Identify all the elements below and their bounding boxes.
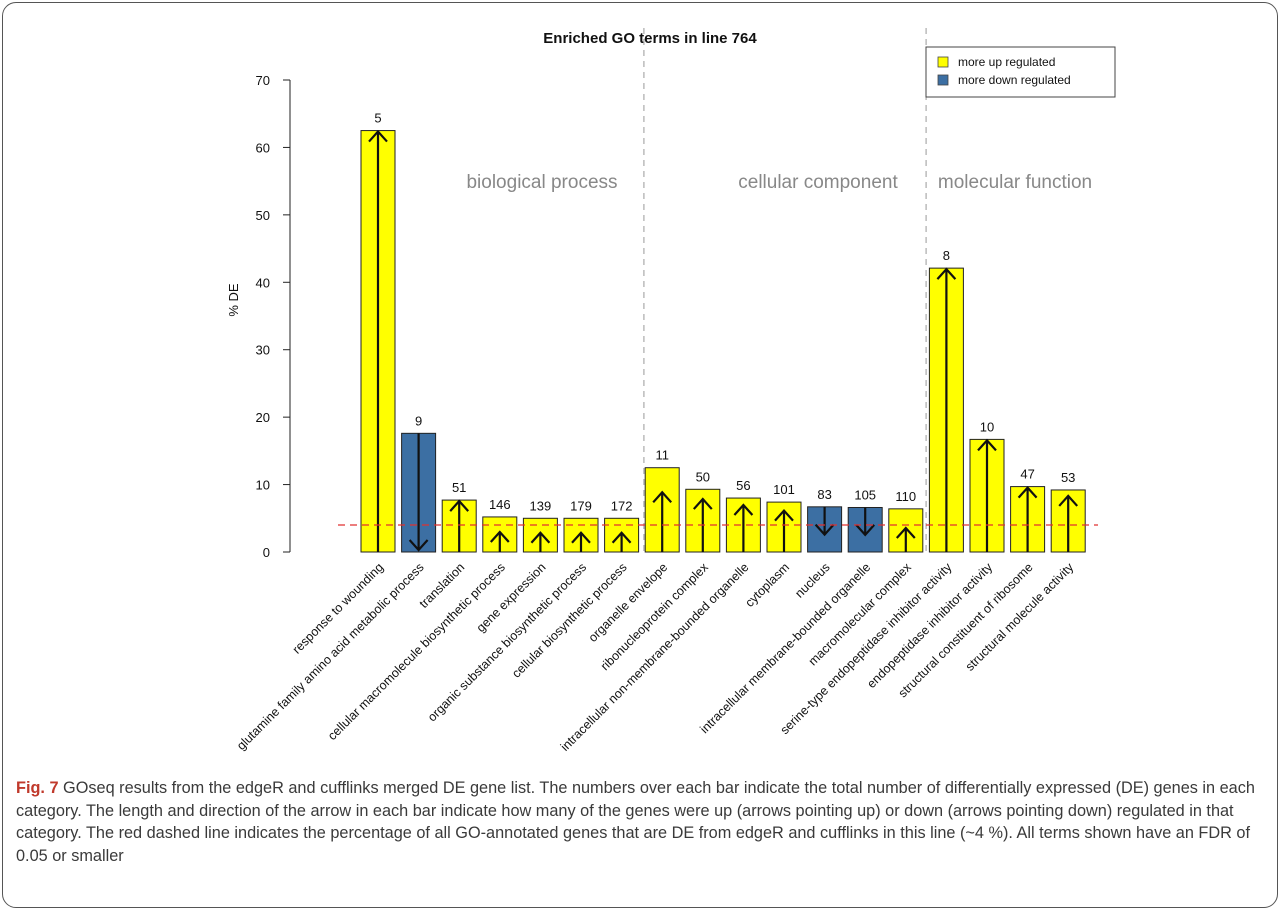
bar-arrow-head bbox=[936, 267, 957, 280]
bar-count-label: 110 bbox=[895, 489, 916, 504]
bar-count-label: 83 bbox=[817, 487, 831, 502]
y-tick-label: 30 bbox=[256, 343, 270, 358]
bar-count-label: 8 bbox=[943, 248, 950, 263]
section-label: cellular component bbox=[738, 172, 898, 193]
chart-title: Enriched GO terms in line 764 bbox=[543, 30, 757, 47]
bar-arrow-head bbox=[408, 539, 429, 552]
y-tick-label: 60 bbox=[256, 140, 270, 155]
bar-arrow-head bbox=[733, 503, 754, 516]
bars: 5 9 51 146 139 179 172 11 50 56 101 83 105 110 8 10 47 53 bbox=[360, 111, 1086, 553]
section-label: biological process bbox=[466, 172, 617, 193]
figure-label: Fig. 7 bbox=[16, 779, 59, 797]
y-tick-label: 40 bbox=[256, 275, 270, 290]
bar-count-label: 56 bbox=[736, 478, 750, 493]
section-label: molecular function bbox=[938, 172, 1092, 193]
bar-arrow-head bbox=[449, 499, 470, 512]
bar-arrow-head bbox=[855, 524, 876, 537]
y-tick-label: 0 bbox=[263, 545, 270, 560]
bar-arrow-head bbox=[530, 531, 551, 544]
bar-arrow-head bbox=[895, 526, 916, 539]
x-tick-label: intracellular non-membrane-bounded organ… bbox=[558, 560, 752, 754]
bar-count-label: 101 bbox=[773, 482, 795, 497]
bar-count-label: 11 bbox=[655, 448, 669, 463]
bar-arrow-head bbox=[774, 508, 794, 522]
legend: more up regulated more down regulated bbox=[925, 46, 1116, 98]
bar-count-label: 47 bbox=[1020, 467, 1034, 482]
bar-count-label: 172 bbox=[611, 498, 633, 513]
bar-arrow-head bbox=[1058, 494, 1079, 507]
bar-arrow-head bbox=[368, 129, 388, 143]
legend-swatch bbox=[937, 74, 949, 86]
bar-count-label: 50 bbox=[696, 469, 710, 484]
x-tick-label: glutamine family amino acid metabolic pr… bbox=[234, 560, 427, 753]
go-enrichment-chart: Enriched GO terms in line 764 0 10 20 30 40 5… bbox=[226, 28, 1116, 754]
legend-swatch bbox=[937, 56, 949, 68]
bar-count-label: 10 bbox=[980, 419, 994, 434]
legend-label: more up regulated bbox=[958, 55, 1055, 69]
legend-label: more down regulated bbox=[958, 73, 1071, 87]
bar-count-label: 139 bbox=[530, 498, 552, 513]
y-tick-label: 50 bbox=[256, 208, 270, 223]
bar-arrow-head bbox=[571, 531, 591, 544]
bar-arrow-head bbox=[489, 530, 510, 543]
bar-count-label: 51 bbox=[452, 480, 466, 495]
x-tick-label: nucleus bbox=[792, 560, 832, 600]
section-dividers: biological process cellular component mole… bbox=[466, 28, 1092, 552]
legend-box bbox=[925, 46, 1116, 98]
y-tick-label: 20 bbox=[256, 410, 270, 425]
bar-count-label: 179 bbox=[570, 498, 592, 513]
bar-arrow-head bbox=[611, 531, 632, 544]
y-axis: 0 10 20 30 40 50 60 70 bbox=[256, 73, 291, 560]
x-tick-label: gene expression bbox=[474, 560, 549, 635]
bar-count-label: 105 bbox=[854, 487, 876, 502]
bar-arrow-head bbox=[977, 438, 997, 452]
bar-count-label: 9 bbox=[415, 413, 422, 428]
x-tick-label: cytoplasm bbox=[742, 560, 792, 610]
bar-count-label: 53 bbox=[1061, 470, 1075, 485]
caption-text: GOseq results from the edgeR and cufflin… bbox=[16, 779, 1255, 865]
bar-count-label: 146 bbox=[489, 497, 511, 512]
figure-caption: Fig. 7 GOseq results from the edgeR and … bbox=[16, 777, 1268, 867]
bar-arrow-head bbox=[814, 523, 835, 537]
bar-arrow-head bbox=[692, 497, 713, 510]
y-tick-label: 70 bbox=[256, 73, 270, 88]
bar-arrow-head bbox=[652, 490, 673, 504]
y-tick-label: 10 bbox=[256, 478, 270, 493]
bar-arrow-head bbox=[1017, 485, 1038, 499]
y-axis-label: % DE bbox=[226, 283, 241, 317]
bar-count-label: 5 bbox=[374, 111, 381, 126]
